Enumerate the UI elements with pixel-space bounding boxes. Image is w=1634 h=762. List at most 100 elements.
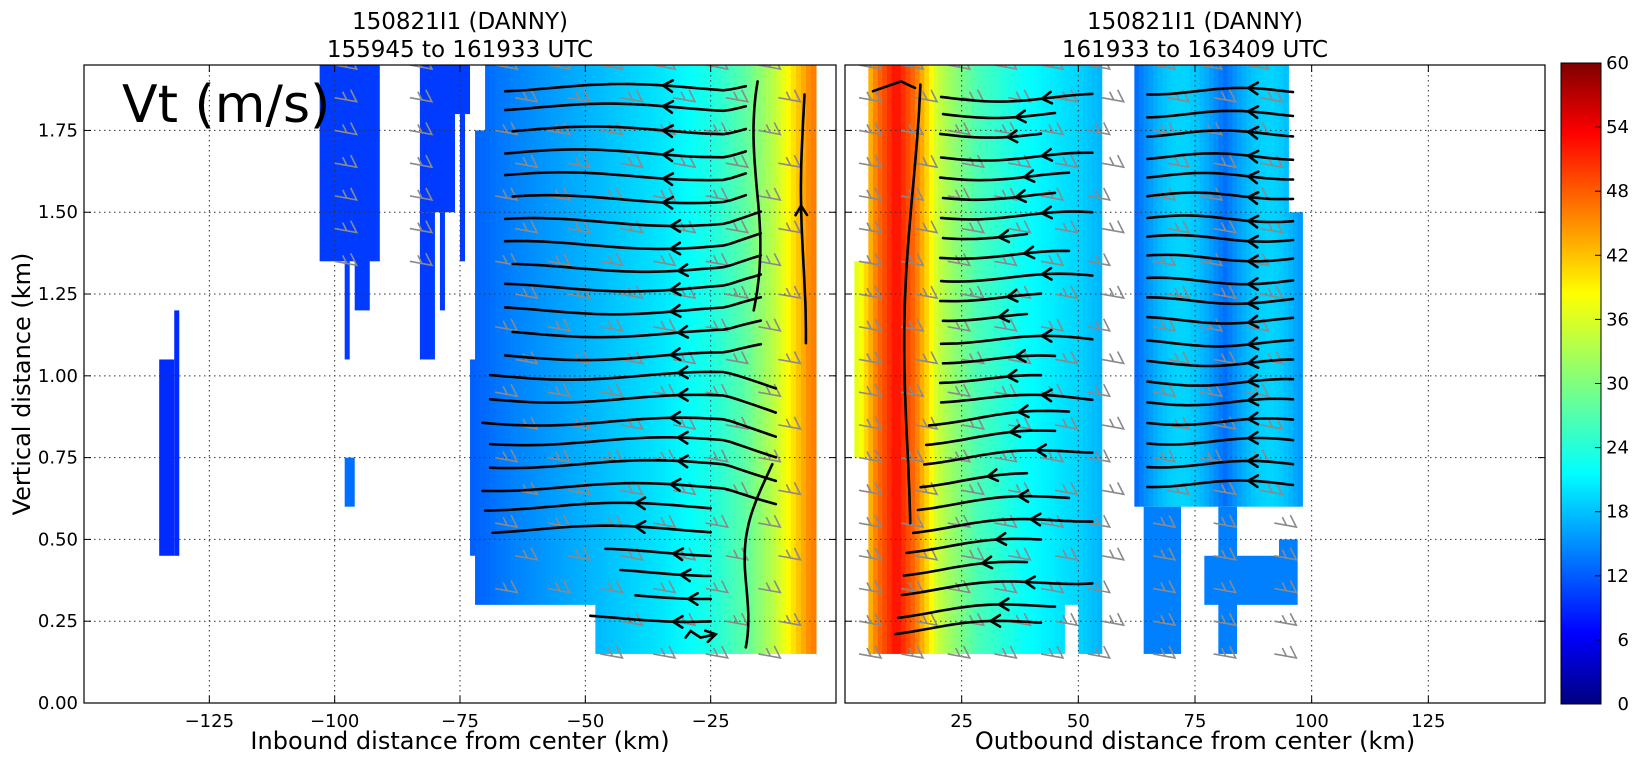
field-column — [565, 65, 571, 605]
field-column — [1199, 65, 1205, 507]
field-block — [354, 212, 370, 311]
wind-barb — [1274, 547, 1298, 561]
streamline-arrow — [985, 468, 1000, 483]
streamline — [916, 494, 1071, 512]
wind-barb — [409, 154, 434, 169]
wind-barb — [494, 65, 519, 71]
wind-barb — [1152, 383, 1177, 398]
left-title-line2: 155945 to 161933 UTC — [327, 37, 593, 63]
colorbar-tick-label: 12 — [1606, 566, 1629, 587]
streamline-arrow — [668, 241, 682, 256]
colorbar-tick-label: 42 — [1606, 245, 1629, 266]
streamline — [939, 272, 1094, 283]
wind-barb — [1213, 481, 1238, 496]
streamline — [752, 80, 762, 312]
field-column — [695, 65, 702, 654]
wind-barb — [858, 252, 883, 267]
wind-barb — [725, 285, 750, 300]
field-column — [896, 65, 902, 654]
wind-barb — [494, 514, 519, 529]
field-column — [790, 65, 797, 654]
wind-barb — [1152, 65, 1177, 71]
field-column — [720, 65, 727, 654]
streamline — [488, 436, 778, 459]
streamline — [491, 524, 712, 535]
wind-barb — [1213, 154, 1238, 169]
field-column — [1050, 65, 1056, 654]
wind-barb — [600, 580, 624, 594]
wind-barb — [600, 318, 624, 332]
wind-barb — [1152, 514, 1177, 529]
wind-barb — [409, 252, 434, 267]
field-column — [585, 65, 591, 605]
left-annotation-vt: Vt (m/s) — [122, 75, 330, 135]
streamline-arrow — [1245, 336, 1260, 351]
streamline-arrow — [1013, 348, 1027, 363]
field-column — [1022, 65, 1028, 654]
streamline — [1146, 129, 1295, 138]
wind-barb — [1260, 220, 1284, 234]
field-column — [910, 65, 916, 654]
wind-barb — [620, 481, 644, 496]
y-tick-label: 0.00 — [38, 693, 78, 714]
field-column — [1013, 65, 1019, 654]
colorbar-tick-label: 60 — [1606, 53, 1629, 74]
wind-barb — [900, 383, 925, 398]
wind-barb — [1260, 285, 1284, 300]
streamline — [902, 560, 1029, 577]
streamline — [905, 537, 1043, 555]
streamline-arrow — [660, 195, 674, 210]
wind-barb — [778, 351, 802, 365]
streamline — [938, 171, 1071, 182]
wind-barb — [858, 416, 883, 430]
x-tick-label: 75 — [1184, 711, 1207, 732]
wind-barb — [1087, 449, 1112, 463]
wind-barb — [1087, 645, 1112, 659]
wind-barb — [1101, 481, 1126, 496]
field-column — [1153, 65, 1159, 507]
wind-barb — [1101, 154, 1126, 169]
streamline-arrow — [670, 547, 685, 562]
field-column — [655, 65, 662, 654]
wind-barb — [994, 122, 1018, 136]
wind-barb — [1199, 65, 1224, 71]
right-title-line1: 150821I1 (DANNY) — [1087, 9, 1303, 35]
field-column — [635, 65, 642, 654]
field-column — [730, 65, 737, 654]
field-column — [1218, 65, 1224, 507]
wind-barb — [725, 89, 750, 103]
wind-barb — [858, 187, 883, 201]
wind-barb — [1260, 416, 1284, 430]
x-tick-label: −25 — [692, 711, 730, 732]
streamline-arrow — [1016, 489, 1030, 504]
wind-barb — [334, 220, 359, 234]
wind-barb — [1040, 122, 1065, 136]
streamline — [503, 82, 748, 93]
streamline — [919, 471, 1029, 489]
streamline-arrow — [1039, 205, 1054, 220]
streamline-arrow — [1245, 314, 1260, 329]
streamline — [896, 603, 1057, 620]
field-block — [1279, 539, 1298, 605]
wind-barb — [547, 580, 572, 594]
wind-barb — [758, 252, 782, 267]
streamline — [1146, 253, 1295, 263]
field-column — [1204, 65, 1210, 507]
colorbar-tick-label: 0 — [1618, 694, 1629, 715]
streamline-arrow — [1028, 512, 1042, 527]
wind-barb — [1213, 220, 1238, 234]
wind-barb — [652, 65, 677, 71]
field-column — [800, 65, 807, 654]
streamline-arrow — [660, 99, 675, 114]
field-column — [510, 65, 516, 605]
streamline-arrow — [1039, 266, 1053, 281]
y-tick-label: 1.50 — [38, 202, 78, 223]
streamline-arrow — [1245, 474, 1260, 489]
x-tick-label: −100 — [310, 711, 359, 732]
field-column — [515, 65, 521, 605]
streamline — [619, 568, 712, 578]
field-column — [480, 130, 486, 605]
wind-barb — [515, 285, 539, 300]
field-column — [470, 359, 476, 556]
right-title-line2: 161933 to 163409 UTC — [1062, 37, 1328, 63]
